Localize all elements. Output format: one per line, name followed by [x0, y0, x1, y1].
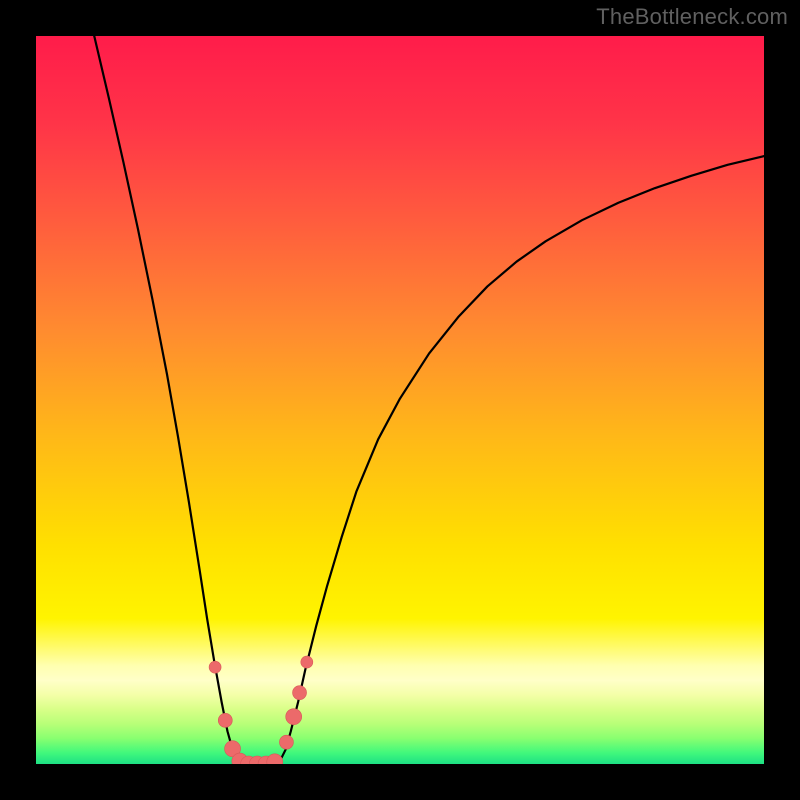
curve-marker [293, 686, 307, 700]
plot-area [36, 36, 764, 764]
curve-marker [279, 735, 293, 749]
curve-marker [218, 713, 232, 727]
outer-frame: TheBottleneck.com [0, 0, 800, 800]
curve-marker [209, 661, 221, 673]
curve-marker [301, 656, 313, 668]
chart-svg [36, 36, 764, 764]
curve-marker [286, 709, 302, 725]
watermark-text: TheBottleneck.com [596, 4, 788, 30]
